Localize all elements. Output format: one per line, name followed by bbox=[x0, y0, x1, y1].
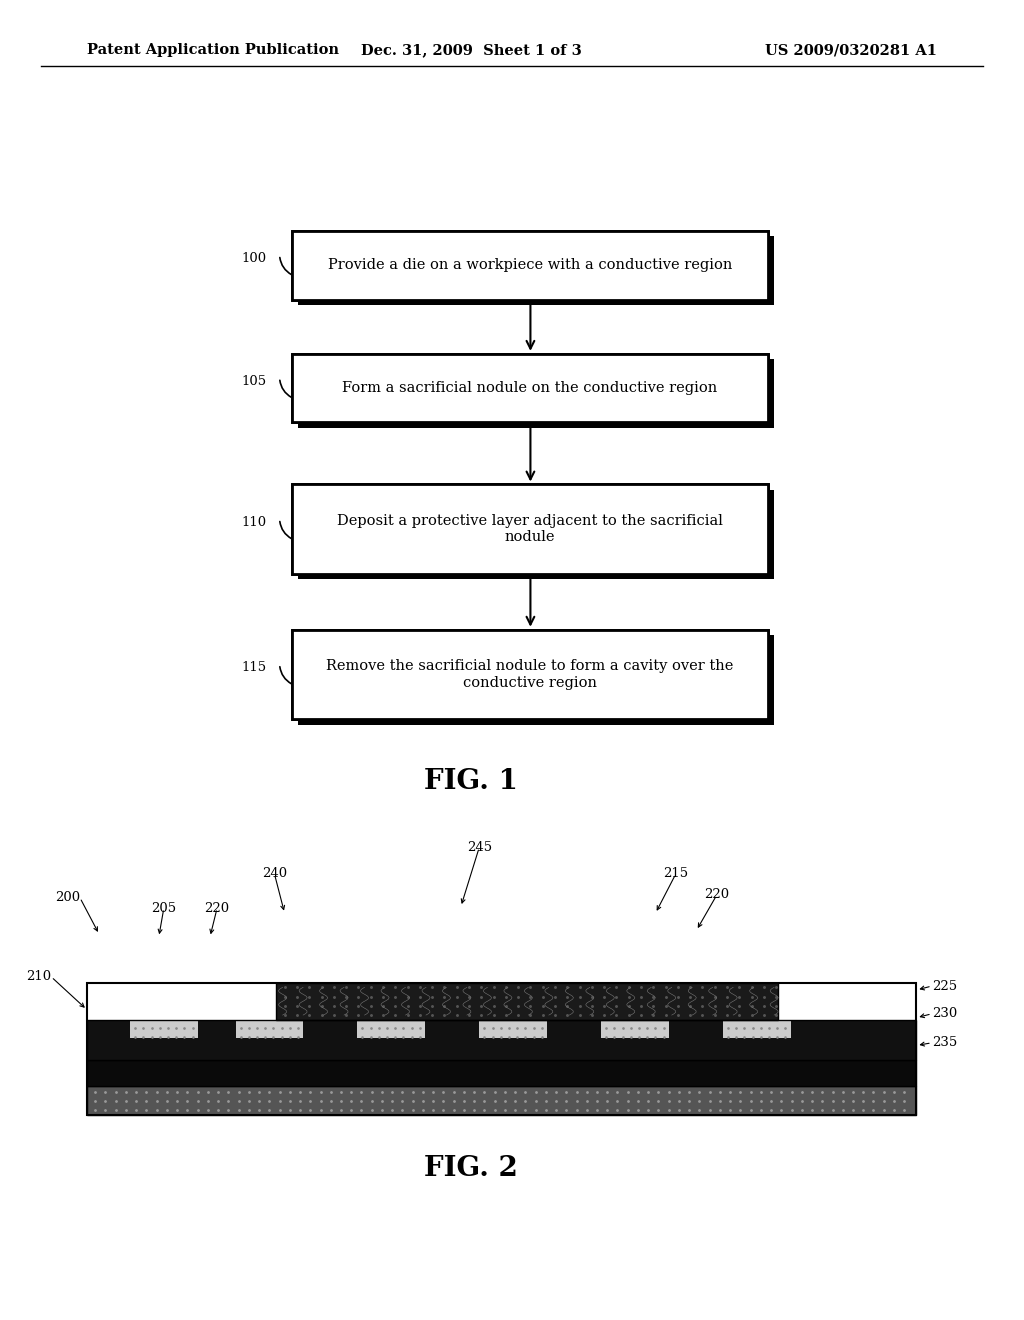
Text: FIG. 1: FIG. 1 bbox=[424, 768, 518, 795]
Bar bbox=[198, 1020, 236, 1060]
Text: 220: 220 bbox=[205, 902, 229, 915]
Text: 200: 200 bbox=[54, 891, 80, 904]
Bar bbox=[479, 1020, 547, 1039]
Text: 110: 110 bbox=[241, 516, 266, 529]
Bar bbox=[130, 1039, 198, 1060]
Bar bbox=[87, 1060, 916, 1086]
Text: 210: 210 bbox=[26, 970, 51, 983]
Bar bbox=[669, 1020, 723, 1060]
Text: 245: 245 bbox=[467, 841, 492, 854]
Bar bbox=[292, 231, 768, 300]
Text: 115: 115 bbox=[241, 661, 266, 675]
Text: 225: 225 bbox=[932, 979, 957, 993]
Text: US 2009/0320281 A1: US 2009/0320281 A1 bbox=[765, 44, 937, 57]
Bar bbox=[303, 1020, 357, 1060]
Bar bbox=[236, 1020, 303, 1039]
Text: Dec. 31, 2009  Sheet 1 of 3: Dec. 31, 2009 Sheet 1 of 3 bbox=[360, 44, 582, 57]
Bar bbox=[292, 484, 768, 574]
Text: Deposit a protective layer adjacent to the sacrificial
nodule: Deposit a protective layer adjacent to t… bbox=[337, 515, 723, 544]
Bar bbox=[276, 983, 778, 1020]
Bar bbox=[479, 1039, 547, 1060]
Text: 220: 220 bbox=[705, 888, 729, 902]
Bar bbox=[292, 630, 768, 719]
Bar bbox=[236, 1039, 303, 1060]
Text: 240: 240 bbox=[262, 867, 287, 880]
Bar bbox=[298, 635, 774, 725]
Bar bbox=[87, 1086, 916, 1115]
Bar bbox=[601, 1020, 669, 1039]
Bar bbox=[87, 983, 916, 1115]
Bar bbox=[292, 354, 768, 422]
Text: FIG. 2: FIG. 2 bbox=[424, 1155, 518, 1181]
Bar bbox=[298, 236, 774, 305]
Text: 100: 100 bbox=[241, 252, 266, 265]
Bar bbox=[292, 231, 768, 300]
Bar bbox=[723, 1039, 791, 1060]
Text: 105: 105 bbox=[241, 375, 266, 388]
Bar bbox=[130, 1020, 198, 1039]
Text: Remove the sacrificial nodule to form a cavity over the
conductive region: Remove the sacrificial nodule to form a … bbox=[327, 660, 733, 689]
Text: 230: 230 bbox=[932, 1007, 957, 1020]
Bar bbox=[357, 1020, 425, 1039]
Bar bbox=[292, 354, 768, 422]
Bar bbox=[547, 1020, 601, 1060]
Text: 215: 215 bbox=[664, 867, 688, 880]
Bar bbox=[87, 1020, 916, 1060]
Bar bbox=[791, 1020, 916, 1060]
Bar bbox=[723, 1020, 791, 1039]
Bar bbox=[87, 1020, 916, 1060]
Text: Patent Application Publication: Patent Application Publication bbox=[87, 44, 339, 57]
Bar bbox=[292, 484, 768, 574]
Bar bbox=[298, 490, 774, 579]
Bar bbox=[601, 1039, 669, 1060]
Bar bbox=[298, 359, 774, 428]
Bar bbox=[357, 1039, 425, 1060]
Bar bbox=[87, 1020, 130, 1060]
Text: 235: 235 bbox=[932, 1036, 957, 1049]
Bar bbox=[425, 1020, 479, 1060]
Text: 205: 205 bbox=[152, 902, 176, 915]
Bar bbox=[292, 630, 768, 719]
Text: Provide a die on a workpiece with a conductive region: Provide a die on a workpiece with a cond… bbox=[328, 259, 732, 272]
Text: Form a sacrificial nodule on the conductive region: Form a sacrificial nodule on the conduct… bbox=[342, 381, 718, 395]
